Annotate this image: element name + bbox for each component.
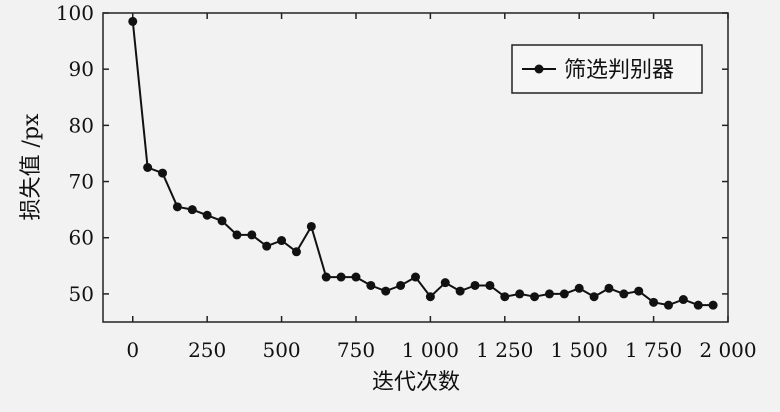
y-tick-label: 90 <box>69 57 94 81</box>
legend-marker <box>534 64 544 74</box>
data-point <box>619 289 629 299</box>
data-point <box>515 289 525 299</box>
legend: 筛选判别器 <box>511 44 703 94</box>
data-point <box>306 221 316 231</box>
y-tick-label: 80 <box>69 113 94 137</box>
y-tick-label: 50 <box>69 282 94 306</box>
x-tick-label: 750 <box>337 338 375 362</box>
x-tick-label: 1 250 <box>476 338 533 362</box>
data-point <box>172 202 182 212</box>
data-point <box>247 230 257 240</box>
data-point <box>262 241 272 251</box>
y-tick-label: 60 <box>69 226 94 250</box>
x-tick-label: 1 750 <box>625 338 682 362</box>
x-tick-label: 500 <box>262 338 300 362</box>
data-point <box>485 280 495 290</box>
data-point <box>128 16 138 26</box>
x-tick-label: 1 500 <box>551 338 608 362</box>
data-point <box>470 280 480 290</box>
data-point <box>589 292 599 302</box>
data-point <box>187 205 197 215</box>
data-point <box>158 168 168 178</box>
x-tick-label: 2 000 <box>699 338 756 362</box>
x-tick-label: 250 <box>188 338 226 362</box>
data-point <box>530 292 540 302</box>
data-point <box>708 300 718 310</box>
data-point <box>351 272 361 282</box>
data-point <box>574 283 584 293</box>
data-point <box>559 289 569 299</box>
y-tick-label: 70 <box>69 170 94 194</box>
x-tick-label: 0 <box>126 338 139 362</box>
data-point <box>693 300 703 310</box>
x-tick-label: 1 000 <box>402 338 459 362</box>
data-point <box>440 278 450 288</box>
data-point <box>321 272 331 282</box>
data-point <box>634 286 644 296</box>
plot-frame <box>102 12 729 323</box>
x-axis-title: 迭代次数 <box>372 370 460 395</box>
data-point <box>336 272 346 282</box>
data-point <box>663 300 673 310</box>
data-point <box>500 292 510 302</box>
data-point <box>455 286 465 296</box>
data-point <box>396 280 406 290</box>
data-point <box>678 295 688 305</box>
series-layer <box>128 16 718 310</box>
data-point <box>217 216 227 226</box>
data-point <box>381 286 391 296</box>
series-line <box>131 21 714 307</box>
data-point <box>291 247 301 257</box>
data-point <box>425 292 435 302</box>
y-tick-label: 100 <box>56 1 94 25</box>
data-point <box>411 272 420 282</box>
axis-ticks: 0 250 500 750 1 000 1 250 1 500 1 750 2 000 50 60 7… <box>56 1 757 362</box>
data-point <box>544 289 554 299</box>
data-point <box>649 297 659 307</box>
data-point <box>232 230 242 240</box>
y-axis-title: 损失值 /px <box>19 113 44 220</box>
data-point <box>277 236 287 246</box>
data-point <box>143 163 153 172</box>
legend-entry-label: 筛选判别器 <box>564 58 674 83</box>
data-point <box>366 280 376 290</box>
data-point <box>604 283 614 293</box>
data-point <box>202 210 212 220</box>
